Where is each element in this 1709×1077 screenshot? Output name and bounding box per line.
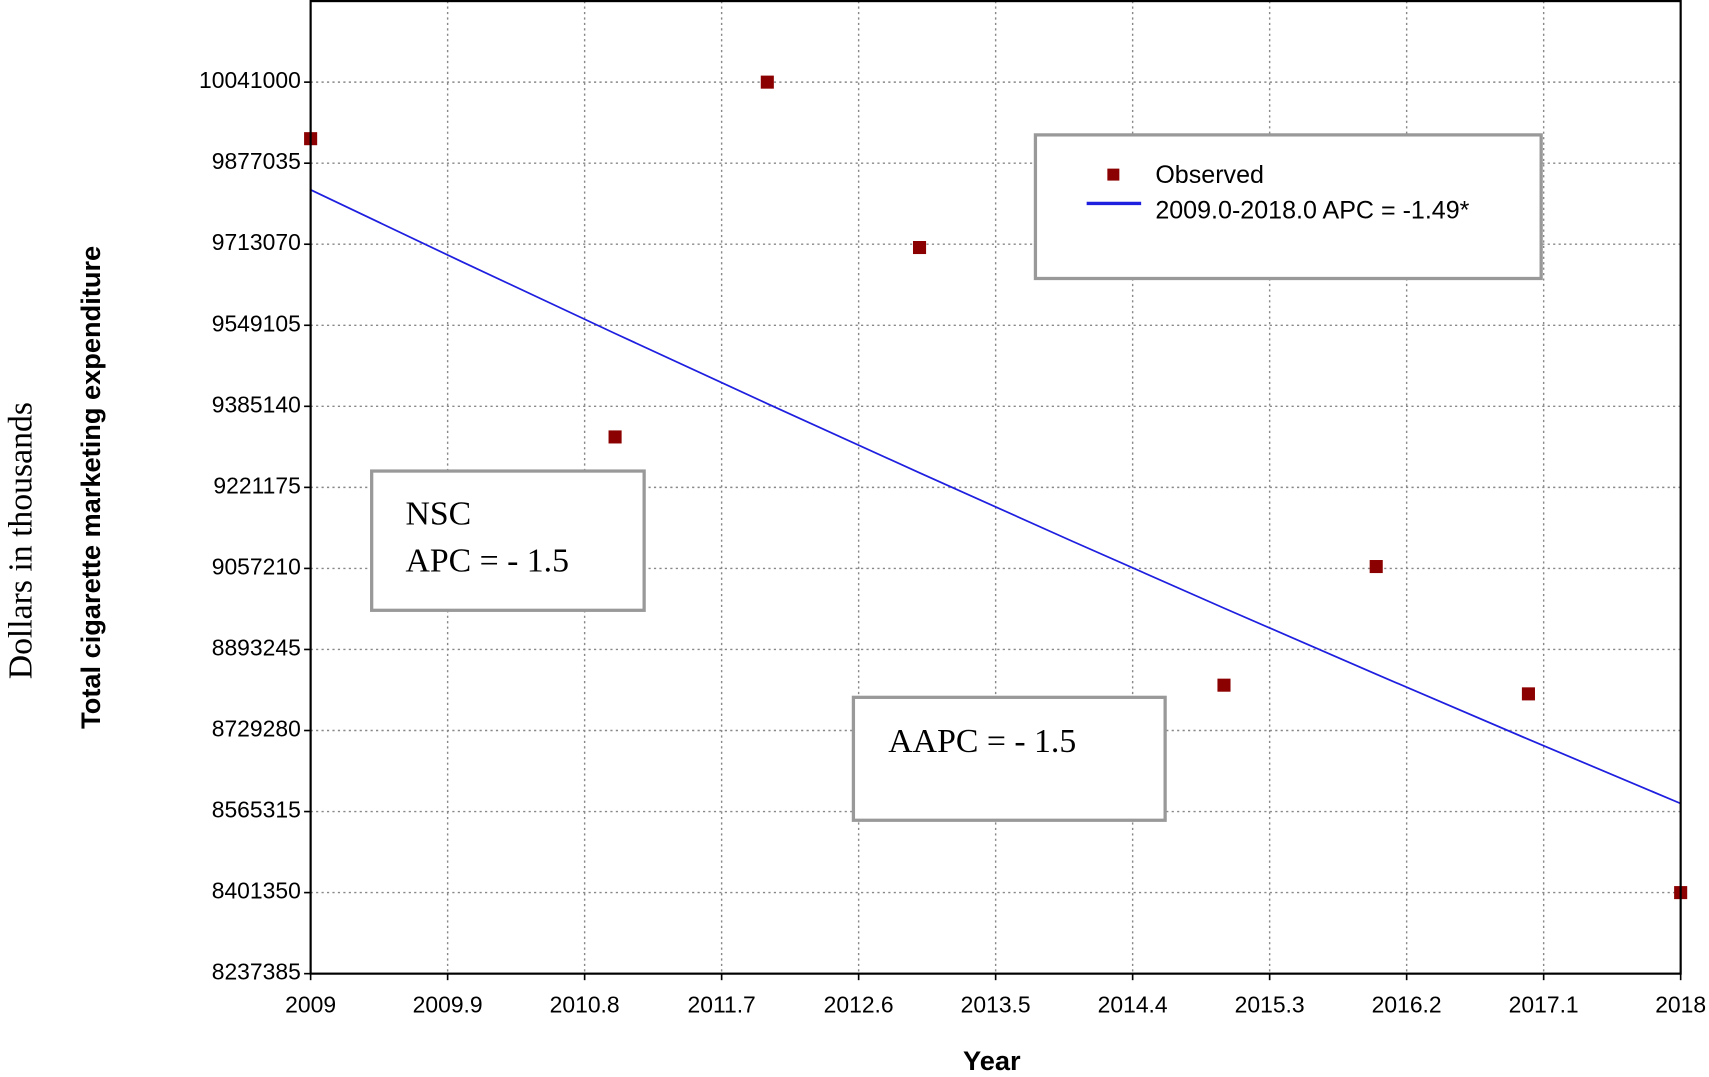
y-tick-label: 8401350 xyxy=(212,878,301,904)
legend-box xyxy=(1033,133,1543,281)
y-tick-label: 8565315 xyxy=(212,797,301,823)
x-tick-label: 2009 xyxy=(285,991,336,1017)
x-tick-label: 2016.2 xyxy=(1372,991,1442,1017)
x-tick-label: 2014.4 xyxy=(1098,991,1168,1017)
data-point xyxy=(1521,687,1535,701)
y-tick-label: 9221175 xyxy=(213,472,300,498)
y-tick-label: 10041000 xyxy=(199,67,301,93)
outer-y-label: Dollars in thousands xyxy=(3,402,40,679)
plot-frame xyxy=(309,0,1682,975)
x-tick-label: 2012.6 xyxy=(824,991,894,1017)
x-tick-label: 2011.7 xyxy=(687,991,755,1017)
x-tick-label: 2018 xyxy=(1655,991,1706,1017)
y-tick-label: 9713070 xyxy=(212,229,301,255)
legend-marker xyxy=(1107,168,1120,181)
x-tick-label: 2013.5 xyxy=(961,991,1031,1017)
annotation-text: AAPC = - 1.5 xyxy=(888,723,1076,760)
y-tick-label: 9877035 xyxy=(212,148,301,174)
y-tick-label: 8729280 xyxy=(212,716,301,742)
legend-label: 2009.0-2018.0 APC = -1.49* xyxy=(1155,197,1469,225)
annotation-text: NSC xyxy=(405,496,471,533)
data-point xyxy=(760,75,774,89)
annotation-text: APC = - 1.5 xyxy=(405,542,569,579)
y-tick-label: 9057210 xyxy=(212,553,301,579)
legend: Observed 2009.0-2018.0 APC = -1.49* xyxy=(1033,133,1543,281)
x-axis-label: Year xyxy=(963,1045,1021,1076)
x-tick-label: 2017.1 xyxy=(1509,991,1579,1017)
annotation-box xyxy=(851,695,1167,822)
y-tick-label: 9385140 xyxy=(212,391,301,417)
legend-label: Observed xyxy=(1155,161,1264,189)
trend-line xyxy=(310,189,1682,805)
y-tick-label: 8237385 xyxy=(212,959,301,985)
x-tick-label: 2010.8 xyxy=(550,991,620,1017)
data-point xyxy=(912,240,927,255)
data-point xyxy=(1369,560,1383,574)
y-tick-label: 8893245 xyxy=(212,635,301,661)
annotation-box xyxy=(370,469,646,612)
data-point xyxy=(1217,678,1231,692)
y-axis-label: Total cigarette marketing expenditure xyxy=(75,246,106,729)
x-tick-label: 2009.9 xyxy=(413,991,483,1017)
x-tick-label: 2015.3 xyxy=(1235,991,1305,1017)
plot-marks xyxy=(304,75,1688,900)
y-tick-label: 9549105 xyxy=(212,310,301,336)
data-point xyxy=(608,430,622,444)
